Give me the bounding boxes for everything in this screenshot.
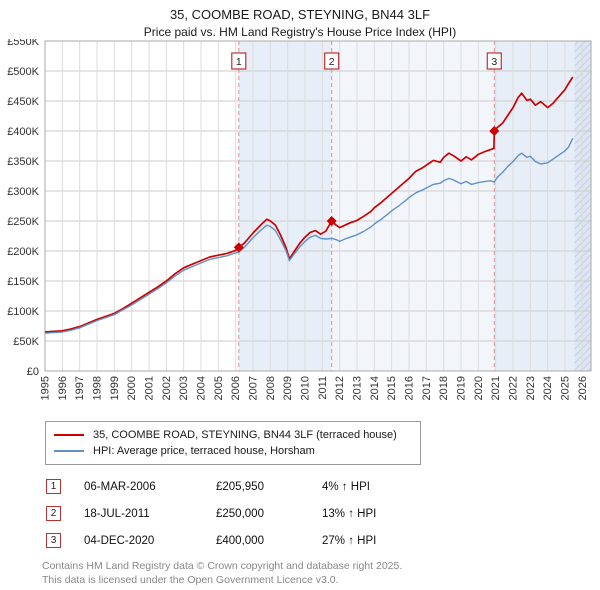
license-note: Contains HM Land Registry data © Crown c… xyxy=(42,560,600,587)
svg-text:2020: 2020 xyxy=(473,376,485,400)
svg-text:£100K: £100K xyxy=(7,306,39,318)
sale-row-1: 1 06-MAR-2006 £205,950 4% ↑ HPI xyxy=(46,479,600,494)
svg-text:2014: 2014 xyxy=(369,376,381,400)
svg-text:2: 2 xyxy=(329,56,335,68)
svg-text:£450K: £450K xyxy=(7,96,39,108)
svg-text:2005: 2005 xyxy=(213,376,225,400)
svg-text:1999: 1999 xyxy=(109,376,121,400)
svg-text:2017: 2017 xyxy=(421,376,433,400)
sale-date-1: 06-MAR-2006 xyxy=(84,480,156,493)
svg-text:2003: 2003 xyxy=(178,376,190,400)
svg-text:2004: 2004 xyxy=(196,376,208,400)
legend-item-hpi: HPI: Average price, terraced house, Hors… xyxy=(54,443,412,459)
sale-hpi-delta-3: 27% ↑ HPI xyxy=(322,534,377,547)
sale-hpi-delta-1: 4% ↑ HPI xyxy=(322,480,370,493)
footer-line-2: This data is licensed under the Open Gov… xyxy=(42,573,339,586)
sale-date-3: 04-DEC-2020 xyxy=(84,534,155,547)
chart-subtitle: Price paid vs. HM Land Registry's House … xyxy=(143,25,457,39)
svg-text:£50K: £50K xyxy=(13,336,39,348)
svg-text:£550K: £550K xyxy=(7,39,39,48)
svg-text:2012: 2012 xyxy=(334,376,346,400)
svg-text:£400K: £400K xyxy=(7,126,39,138)
svg-text:1995: 1995 xyxy=(40,376,52,400)
svg-text:£250K: £250K xyxy=(7,216,39,228)
legend-item-property: 35, COOMBE ROAD, STEYNING, BN44 3LF (ter… xyxy=(54,427,412,443)
sale-price-2: £250,000 xyxy=(216,507,264,520)
price-chart: 1 2 3 £0 £50K £100K £150K £200K £250K £300K £350K £… xyxy=(7,39,592,400)
svg-text:2018: 2018 xyxy=(438,376,450,400)
sale-price-3: £400,000 xyxy=(216,534,264,547)
svg-text:2024: 2024 xyxy=(542,376,554,400)
svg-text:2013: 2013 xyxy=(352,376,364,400)
svg-text:1997: 1997 xyxy=(74,376,86,400)
legend-swatch-property-line xyxy=(54,434,84,436)
svg-text:£200K: £200K xyxy=(7,246,39,258)
svg-text:2016: 2016 xyxy=(404,376,416,400)
svg-text:2006: 2006 xyxy=(230,376,242,400)
svg-text:2009: 2009 xyxy=(282,376,294,400)
svg-text:2008: 2008 xyxy=(265,376,277,400)
svg-text:2015: 2015 xyxy=(386,376,398,400)
chart-legend: 35, COOMBE ROAD, STEYNING, BN44 3LF (ter… xyxy=(45,421,421,465)
svg-text:2019: 2019 xyxy=(456,376,468,400)
svg-text:£350K: £350K xyxy=(7,156,39,168)
svg-text:2022: 2022 xyxy=(508,376,520,400)
svg-text:2023: 2023 xyxy=(525,376,537,400)
sales-table: 1 06-MAR-2006 £205,950 4% ↑ HPI 2 18-JUL… xyxy=(46,479,600,548)
sale-hpi-delta-2: 13% ↑ HPI xyxy=(322,507,377,520)
svg-text:2026: 2026 xyxy=(577,376,589,400)
sale-date-2: 18-JUL-2011 xyxy=(84,507,150,520)
svg-text:2000: 2000 xyxy=(126,376,138,400)
sale-number-badge-1: 1 xyxy=(46,479,61,494)
legend-label-hpi: HPI: Average price, terraced house, Hors… xyxy=(93,445,315,457)
sale-number-badge-3: 3 xyxy=(46,533,61,548)
sale-number-badge-2: 2 xyxy=(46,506,61,521)
legend-label-property: 35, COOMBE ROAD, STEYNING, BN44 3LF (ter… xyxy=(93,429,397,441)
svg-text:1996: 1996 xyxy=(57,376,69,400)
chart-title: 35, COOMBE ROAD, STEYNING, BN44 3LF xyxy=(169,7,431,22)
sale-price-1: £205,950 xyxy=(216,480,264,493)
svg-text:1998: 1998 xyxy=(92,376,104,400)
svg-text:1: 1 xyxy=(236,56,242,68)
footer-line-1: Contains HM Land Registry data © Crown c… xyxy=(42,560,403,572)
legend-swatch-hpi-line xyxy=(54,450,84,452)
svg-text:£500K: £500K xyxy=(7,66,39,78)
svg-text:2002: 2002 xyxy=(161,376,173,400)
svg-text:2021: 2021 xyxy=(490,376,502,400)
svg-text:£150K: £150K xyxy=(7,276,39,288)
svg-text:2001: 2001 xyxy=(144,376,156,400)
svg-text:2011: 2011 xyxy=(317,376,329,400)
svg-text:2025: 2025 xyxy=(560,376,572,400)
sale-row-3: 3 04-DEC-2020 £400,000 27% ↑ HPI xyxy=(46,533,600,548)
svg-text:2007: 2007 xyxy=(248,376,260,400)
svg-text:3: 3 xyxy=(491,56,497,68)
svg-text:£300K: £300K xyxy=(7,186,39,198)
svg-text:£0: £0 xyxy=(27,366,39,378)
svg-text:2010: 2010 xyxy=(300,376,312,400)
sale-row-2: 2 18-JUL-2011 £250,000 13% ↑ HPI xyxy=(46,506,600,521)
